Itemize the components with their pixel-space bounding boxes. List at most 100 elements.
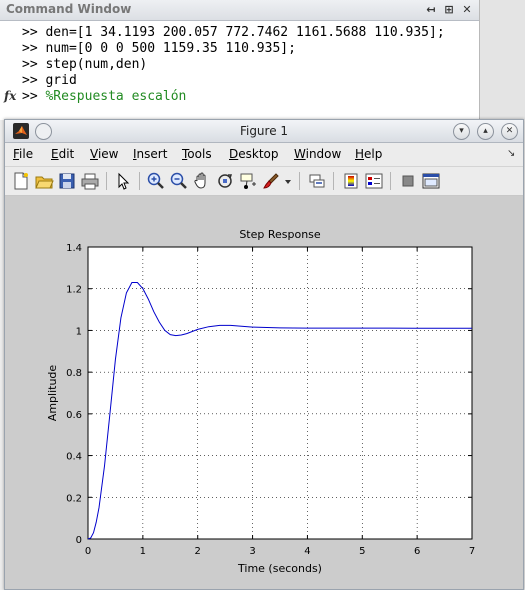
menu-label-rest: indow [305,147,342,161]
command-prompt: >> [22,57,38,72]
command-line: >> num=[0 0 0 500 1159.35 110.935]; [22,41,296,56]
dock-figure-icon[interactable]: ↘ [507,148,516,159]
menu-help[interactable]: Help [355,147,382,161]
x-tick-label: 7 [469,546,475,557]
menu-edit[interactable]: Edit [51,147,74,161]
data-cursor-icon[interactable] [238,171,258,191]
close-icon[interactable]: ✕ [501,123,518,140]
command-prompt: >> [22,25,38,40]
figure-menubar: File Edit View Insert Tools Desktop Wind… [5,143,523,165]
chart-title: Step Response [239,228,321,241]
menu-label-rest: iew [97,147,119,161]
figure-toolbar [5,166,523,196]
hide-plot-tools-icon[interactable] [398,171,418,191]
command-window-body[interactable]: >> den=[1 34.1193 200.057 772.7462 1161.… [0,21,479,120]
x-tick-label: 2 [195,546,201,557]
command-text: step(num,den) [45,57,148,72]
zoom-in-icon[interactable] [146,171,166,191]
menu-mnemonic: W [294,147,306,161]
menu-mnemonic: D [229,147,239,161]
toolbar-separator [333,172,334,190]
legend-icon[interactable] [364,171,384,191]
select-arrow-icon[interactable] [113,171,133,191]
menu-mnemonic: H [355,147,365,161]
desktop-background [480,0,525,120]
show-plot-tools-icon[interactable] [421,171,441,191]
y-tick-label: 0 [76,535,82,546]
figure-titlebar[interactable]: Figure 1 ▾ ▴ ✕ [5,120,523,143]
toolbar-separator [390,172,391,190]
y-tick-label: 1.4 [66,243,82,254]
toolbar-separator [299,172,300,190]
menu-file[interactable]: File [13,147,33,161]
menu-view[interactable]: View [90,147,118,161]
save-icon[interactable] [57,171,77,191]
figure-title: Figure 1 [239,124,289,138]
command-window-titlebar: Command Window ↤ ⊞ ✕ [0,0,479,21]
menu-label-rest: ile [19,147,34,161]
menu-tools[interactable]: Tools [182,147,212,161]
menu-label-rest: nsert [136,147,168,161]
brush-dropdown-icon[interactable] [283,171,293,191]
command-prompt: >> [22,73,38,88]
y-tick-label: 0.6 [66,410,82,421]
menu-label-rest: elp [364,147,383,161]
toolbar-separator [139,172,140,190]
menu-mnemonic: T [182,147,188,161]
x-tick-label: 0 [85,546,91,557]
colorbar-icon[interactable] [341,171,361,191]
figure-window: Figure 1 ▾ ▴ ✕ File Edit View Insert Too… [4,119,524,590]
window-menu-button[interactable] [35,123,52,140]
command-window: Command Window ↤ ⊞ ✕ >> den=[1 34.1193 2… [0,0,480,120]
menu-mnemonic: V [90,147,98,161]
zoom-out-icon[interactable] [169,171,189,191]
x-axis-label: Time (seconds) [237,562,322,575]
link-plot-icon[interactable] [307,171,327,191]
y-tick-label: 0.4 [66,452,82,463]
close-icon[interactable]: ✕ [462,3,472,16]
menu-insert[interactable]: Insert [133,147,167,161]
command-window-title: Command Window [6,2,132,16]
rotate-3d-icon[interactable] [215,171,235,191]
y-axis-label: Amplitude [46,365,59,422]
menu-label-rest: ools [187,147,212,161]
print-icon[interactable] [80,171,100,191]
grid-lines [88,247,472,539]
command-comment: %Respuesta escalón [45,89,187,104]
x-tick-label: 3 [249,546,255,557]
x-tick-label: 5 [359,546,365,557]
step-response-plot[interactable]: 0 1 2 3 4 5 6 7 0 0.2 0.4 0.6 0.8 1 1.2 1.4 Step Respon… [5,196,523,589]
command-line: >> step(num,den) [22,57,147,72]
undock-icon[interactable]: ↤ [426,3,436,16]
axes-background [87,246,473,540]
new-figure-icon[interactable] [11,171,31,191]
command-line: >> grid [22,73,77,88]
menu-label-rest: dit [58,147,75,161]
y-tick-label: 1.2 [66,285,82,296]
matlab-logo-icon [13,123,29,139]
command-line: >> den=[1 34.1193 200.057 772.7462 1161.… [22,25,445,40]
command-prompt: >> [22,41,38,56]
toolbar-separator [106,172,107,190]
command-prompt: >> [22,89,38,104]
y-tick-label: 1 [76,326,82,337]
open-file-icon[interactable] [34,171,54,191]
plot-canvas[interactable]: 0 1 2 3 4 5 6 7 0 0.2 0.4 0.6 0.8 1 1.2 1.4 Step Respon… [5,196,523,589]
command-text: den=[1 34.1193 200.057 772.7462 1161.568… [45,25,445,40]
maximize-icon[interactable]: ▴ [477,123,494,140]
menu-mnemonic: E [51,147,59,161]
minimize-icon[interactable]: ▾ [453,123,470,140]
menu-mnemonic: I [133,147,137,161]
axis-ticks: 0 1 2 3 4 5 6 7 0 0.2 0.4 0.6 0.8 1 1.2 1.4 [66,243,475,557]
menu-label-rest: esktop [238,147,279,161]
command-line: >> %Respuesta escalón [22,89,186,104]
brush-icon[interactable] [261,171,281,191]
maximize-icon[interactable]: ⊞ [444,3,454,16]
x-tick-label: 6 [414,546,420,557]
step-response-line [87,282,472,540]
menu-window[interactable]: Window [294,147,341,161]
y-tick-label: 0.2 [66,493,82,504]
menu-desktop[interactable]: Desktop [229,147,279,161]
function-browser-icon[interactable]: fx [4,89,17,103]
pan-hand-icon[interactable] [192,171,212,191]
